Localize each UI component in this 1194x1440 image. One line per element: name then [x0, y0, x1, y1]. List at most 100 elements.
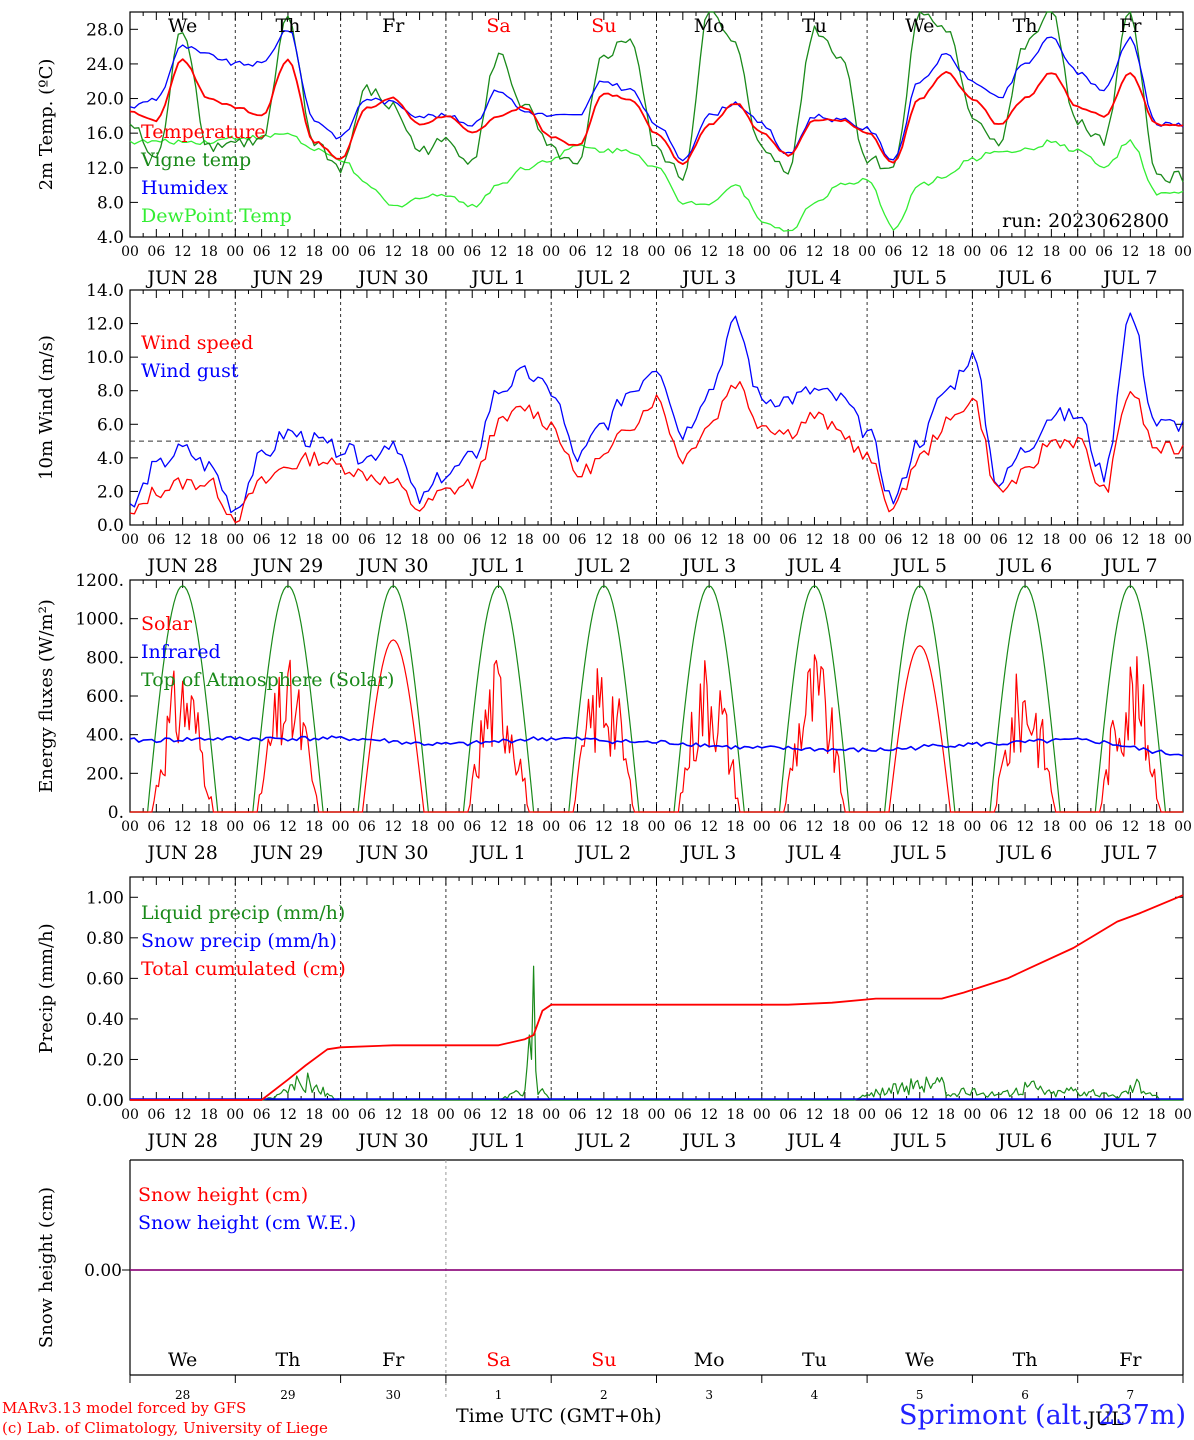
- x-hour-label: 06: [1095, 819, 1113, 835]
- x-hour-label: 12: [700, 244, 718, 260]
- x-hour-label: 06: [569, 244, 587, 260]
- x-hour-label: 12: [490, 819, 508, 835]
- day-number-label: 5: [916, 1388, 924, 1402]
- x-hour-label: 12: [1121, 532, 1139, 548]
- day-number-label: 6: [1021, 1388, 1029, 1402]
- x-hour-label: 18: [832, 244, 850, 260]
- series-line-wind-speed: [129, 381, 1184, 524]
- x-hour-label: 06: [147, 244, 165, 260]
- x-hour-label: 18: [1042, 244, 1060, 260]
- x-hour-label: 12: [490, 244, 508, 260]
- y-axis-label: Snow height (cm): [36, 1187, 57, 1348]
- legend-entry: Vigne temp: [140, 149, 251, 171]
- x-hour-label: 06: [569, 1107, 587, 1123]
- x-hour-label: 06: [674, 532, 692, 548]
- x-date-label: JUL 6: [996, 267, 1052, 289]
- x-hour-label: 00: [648, 1107, 666, 1123]
- y-tick-label: 24.0: [86, 55, 124, 75]
- x-hour-label: 00: [963, 244, 981, 260]
- x-hour-label: 12: [384, 819, 402, 835]
- y-axis-label: 2m Temp. (ºC): [36, 59, 57, 191]
- x-hour-label: 06: [253, 244, 271, 260]
- y-tick-label: 0.20: [86, 1050, 124, 1070]
- x-hour-label: 00: [437, 819, 455, 835]
- run-label: run: 2023062800: [1002, 210, 1169, 232]
- x-hour-label: 18: [621, 244, 639, 260]
- energy-panel: 0. 200. 400. 600. 800. 1000. 1200. Energy fluxe…: [36, 571, 1192, 864]
- x-date-label: JUL 1: [469, 1130, 525, 1152]
- x-hour-label: 12: [700, 819, 718, 835]
- x-hour-label: 06: [885, 532, 903, 548]
- x-hour-label: 06: [674, 244, 692, 260]
- x-hour-label: 18: [411, 819, 429, 835]
- x-date-label: JUL 6: [996, 555, 1052, 577]
- x-hour-label: 12: [1016, 532, 1034, 548]
- x-hour-label: 00: [963, 532, 981, 548]
- weekday-label: We: [905, 1349, 934, 1371]
- x-hour-label: 18: [305, 532, 323, 548]
- y-tick-label: 0.60: [86, 969, 124, 989]
- x-hour-label: 18: [305, 1107, 323, 1123]
- x-hour-label: 12: [1016, 1107, 1034, 1123]
- x-hour-label: 06: [779, 532, 797, 548]
- x-hour-label: 00: [858, 1107, 876, 1123]
- x-hour-label: 06: [779, 244, 797, 260]
- x-hour-label: 06: [463, 532, 481, 548]
- x-hour-label: 18: [832, 532, 850, 548]
- legend-entry: Liquid precip (mm/h): [141, 902, 345, 924]
- weekday-label: Th: [1013, 1349, 1038, 1371]
- x-hour-label: 12: [911, 1107, 929, 1123]
- x-hour-label: 00: [121, 1107, 139, 1123]
- x-hour-label: 00: [121, 819, 139, 835]
- y-tick-label: 2.0: [97, 482, 124, 502]
- x-hour-label: 00: [858, 532, 876, 548]
- x-hour-label: 18: [516, 1107, 534, 1123]
- x-hour-label: 06: [463, 1107, 481, 1123]
- x-hour-label: 06: [779, 819, 797, 835]
- y-tick-label: 28.0: [86, 20, 124, 40]
- x-hour-label: 12: [384, 532, 402, 548]
- x-hour-label: 00: [437, 532, 455, 548]
- x-hour-label: 12: [806, 819, 824, 835]
- x-hour-label: 12: [490, 1107, 508, 1123]
- day-number-label: 1: [495, 1388, 503, 1402]
- x-date-label: JUN 28: [145, 1130, 217, 1152]
- weekday-label: Th: [275, 1349, 300, 1371]
- day-number-label: 3: [705, 1388, 713, 1402]
- x-hour-label: 00: [1069, 1107, 1087, 1123]
- x-hour-label: 06: [253, 532, 271, 548]
- x-hour-label: 00: [332, 532, 350, 548]
- x-hour-label: 06: [569, 532, 587, 548]
- x-hour-label: 18: [200, 532, 218, 548]
- y-tick-label: 200.: [86, 764, 124, 784]
- x-hour-label: 12: [806, 1107, 824, 1123]
- x-hour-label: 06: [674, 819, 692, 835]
- x-hour-label: 06: [885, 1107, 903, 1123]
- snow-panel: 0.00 Snow height (cm) Snow height (cm) Snow…: [36, 1159, 1184, 1430]
- x-hour-label: 00: [1174, 819, 1192, 835]
- y-tick-label: 600.: [86, 687, 124, 707]
- x-hour-label: 18: [1148, 819, 1166, 835]
- day-number-label: 29: [280, 1388, 295, 1402]
- x-hour-label: 00: [437, 244, 455, 260]
- x-hour-label: 12: [174, 1107, 192, 1123]
- x-hour-label: 06: [1095, 532, 1113, 548]
- x-hour-label: 06: [990, 244, 1008, 260]
- x-hour-label: 00: [332, 819, 350, 835]
- x-hour-label: 12: [174, 244, 192, 260]
- x-hour-label: 00: [542, 244, 560, 260]
- legend-entry: Solar: [141, 613, 193, 635]
- x-date-label: JUL 2: [575, 842, 631, 864]
- x-hour-label: 06: [779, 1107, 797, 1123]
- weekday-label: Mo: [694, 15, 725, 37]
- x-hour-label: 18: [200, 819, 218, 835]
- x-hour-label: 18: [727, 1107, 745, 1123]
- x-hour-label: 06: [569, 819, 587, 835]
- x-hour-label: 12: [1121, 819, 1139, 835]
- x-hour-label: 12: [384, 1107, 402, 1123]
- x-hour-label: 18: [621, 819, 639, 835]
- x-hour-label: 12: [279, 244, 297, 260]
- series-line-dewpoint-temp: [129, 132, 1184, 232]
- x-hour-label: 00: [753, 1107, 771, 1123]
- x-hour-label: 00: [1174, 532, 1192, 548]
